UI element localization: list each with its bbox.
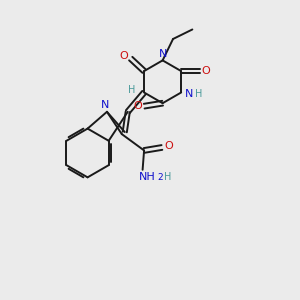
Text: H: H [195, 89, 202, 99]
Text: H: H [164, 172, 172, 182]
Text: N: N [101, 100, 110, 110]
Text: O: O [133, 101, 142, 111]
Text: 2: 2 [157, 173, 163, 182]
Text: H: H [128, 85, 135, 95]
Text: N: N [185, 89, 194, 99]
Text: N: N [158, 49, 167, 59]
Text: NH: NH [139, 172, 155, 182]
Text: O: O [202, 66, 211, 76]
Text: O: O [120, 51, 128, 61]
Text: O: O [164, 141, 173, 151]
